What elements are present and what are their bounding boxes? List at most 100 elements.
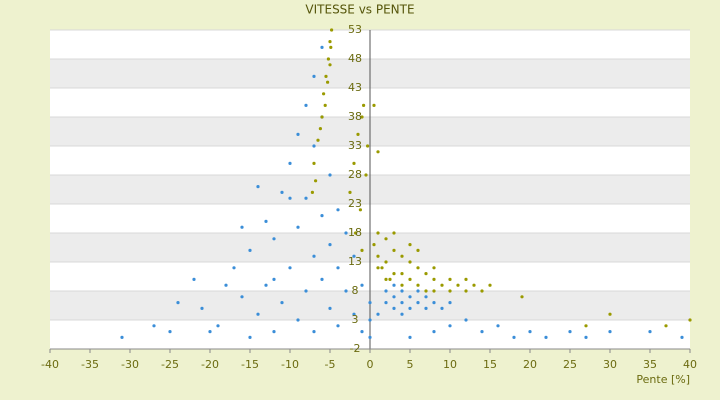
point — [344, 289, 348, 293]
point — [400, 312, 404, 316]
point — [264, 283, 268, 287]
point — [408, 295, 412, 299]
point — [376, 231, 380, 235]
point — [416, 289, 420, 293]
point — [366, 144, 370, 148]
point — [416, 301, 420, 305]
y-tick-label: 8 — [352, 284, 359, 297]
x-tick-label: 10 — [443, 358, 457, 371]
x-tick-label: -20 — [201, 358, 219, 371]
point — [680, 335, 684, 339]
point — [326, 57, 330, 61]
point — [318, 127, 322, 131]
point — [424, 289, 428, 293]
x-tick-label: -30 — [121, 358, 139, 371]
point — [384, 289, 388, 293]
x-tick-label: 15 — [483, 358, 497, 371]
y-tick-label: 33 — [348, 139, 362, 152]
point — [312, 330, 316, 334]
point — [376, 254, 380, 258]
point — [316, 138, 320, 142]
point — [416, 248, 420, 252]
point — [324, 74, 328, 78]
point — [368, 301, 372, 305]
point — [296, 318, 300, 322]
point — [176, 301, 180, 305]
point — [264, 219, 268, 223]
point — [432, 301, 436, 305]
point — [584, 335, 588, 339]
point — [416, 266, 420, 270]
point — [354, 231, 358, 235]
point — [480, 330, 484, 334]
point — [314, 179, 318, 183]
point — [312, 254, 316, 258]
point — [288, 161, 292, 165]
point — [280, 190, 284, 194]
point — [120, 335, 124, 339]
point — [416, 283, 420, 287]
point — [384, 237, 388, 241]
point — [296, 132, 300, 136]
point — [320, 214, 324, 218]
point — [528, 330, 532, 334]
point — [360, 115, 364, 119]
point — [440, 283, 444, 287]
point — [664, 324, 668, 328]
point — [432, 289, 436, 293]
point — [272, 237, 276, 241]
x-tick-label: 40 — [683, 358, 697, 371]
point — [320, 277, 324, 281]
point — [280, 301, 284, 305]
point — [224, 283, 228, 287]
point — [352, 254, 356, 258]
point — [380, 266, 384, 270]
point — [322, 92, 326, 96]
point — [360, 330, 364, 334]
point — [392, 272, 396, 276]
x-tick-label: -35 — [81, 358, 99, 371]
point — [232, 266, 236, 270]
point — [448, 289, 452, 293]
point — [168, 330, 172, 334]
point — [432, 266, 436, 270]
y-tick-label: 48 — [348, 52, 362, 65]
point — [408, 306, 412, 310]
point — [288, 266, 292, 270]
point — [372, 103, 376, 107]
point — [362, 103, 366, 107]
point — [312, 161, 316, 165]
x-tick-label: 5 — [407, 358, 414, 371]
point — [320, 115, 324, 119]
point — [408, 243, 412, 247]
point — [323, 103, 327, 107]
y-tick-label: 3 — [352, 313, 359, 326]
x-tick-label: 20 — [523, 358, 537, 371]
point — [368, 318, 372, 322]
point — [328, 173, 332, 177]
point — [464, 289, 468, 293]
x-tick-label: -40 — [41, 358, 59, 371]
point — [364, 173, 368, 177]
point — [348, 190, 352, 194]
point — [432, 330, 436, 334]
point — [326, 80, 330, 84]
point — [448, 301, 452, 305]
point — [240, 225, 244, 229]
point — [464, 277, 468, 281]
point — [152, 324, 156, 328]
point — [320, 45, 324, 50]
point — [392, 306, 396, 310]
point — [608, 312, 612, 316]
point — [384, 277, 388, 281]
point — [304, 196, 308, 200]
point — [408, 260, 412, 264]
point — [356, 132, 360, 136]
point — [328, 40, 332, 44]
point — [248, 335, 252, 339]
point — [408, 335, 412, 339]
point — [480, 289, 484, 293]
point — [488, 283, 492, 287]
point — [400, 272, 404, 276]
